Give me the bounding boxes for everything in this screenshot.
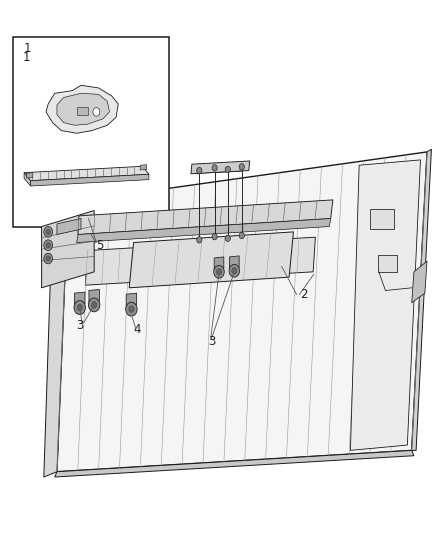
Polygon shape: [55, 450, 414, 477]
Circle shape: [44, 253, 53, 264]
Circle shape: [77, 304, 82, 311]
Circle shape: [46, 243, 50, 248]
Circle shape: [212, 233, 217, 240]
Circle shape: [197, 237, 202, 243]
Polygon shape: [24, 173, 31, 186]
Polygon shape: [46, 85, 118, 133]
Polygon shape: [57, 219, 81, 235]
Polygon shape: [191, 161, 250, 174]
Polygon shape: [24, 166, 149, 181]
Polygon shape: [412, 149, 431, 450]
Polygon shape: [74, 292, 85, 305]
Circle shape: [44, 227, 53, 237]
Circle shape: [74, 301, 85, 314]
Polygon shape: [412, 261, 427, 303]
Polygon shape: [78, 200, 333, 235]
Polygon shape: [77, 107, 88, 115]
Polygon shape: [230, 256, 239, 269]
Polygon shape: [31, 174, 149, 186]
Circle shape: [197, 167, 202, 174]
Circle shape: [88, 298, 100, 312]
Circle shape: [129, 306, 134, 312]
Polygon shape: [126, 293, 137, 306]
Polygon shape: [140, 165, 147, 170]
Circle shape: [225, 166, 230, 173]
Polygon shape: [89, 289, 99, 302]
Text: 3: 3: [208, 335, 215, 348]
Circle shape: [229, 264, 240, 277]
Circle shape: [214, 265, 224, 278]
Polygon shape: [42, 211, 94, 288]
Circle shape: [93, 108, 100, 116]
Polygon shape: [77, 219, 331, 243]
Polygon shape: [26, 173, 33, 178]
Polygon shape: [57, 93, 110, 125]
Polygon shape: [44, 203, 68, 477]
Circle shape: [46, 229, 50, 235]
Text: 1: 1: [23, 51, 30, 63]
Circle shape: [46, 256, 50, 261]
Bar: [378, 255, 397, 272]
Bar: [370, 209, 394, 229]
Text: 4: 4: [134, 323, 141, 336]
Circle shape: [216, 269, 222, 275]
Polygon shape: [214, 257, 224, 270]
Circle shape: [212, 165, 217, 171]
Text: 5: 5: [96, 239, 104, 252]
Bar: [13, 37, 169, 227]
Polygon shape: [350, 160, 420, 450]
Polygon shape: [85, 237, 315, 285]
Circle shape: [44, 240, 53, 251]
Text: 1: 1: [24, 42, 32, 55]
Text: 3: 3: [77, 319, 84, 332]
Polygon shape: [129, 232, 293, 288]
Circle shape: [225, 235, 230, 241]
Circle shape: [239, 232, 244, 239]
Circle shape: [126, 302, 137, 316]
Circle shape: [239, 164, 244, 170]
Circle shape: [92, 302, 97, 308]
Text: 2: 2: [300, 288, 307, 301]
Polygon shape: [57, 152, 427, 472]
Circle shape: [232, 268, 237, 274]
